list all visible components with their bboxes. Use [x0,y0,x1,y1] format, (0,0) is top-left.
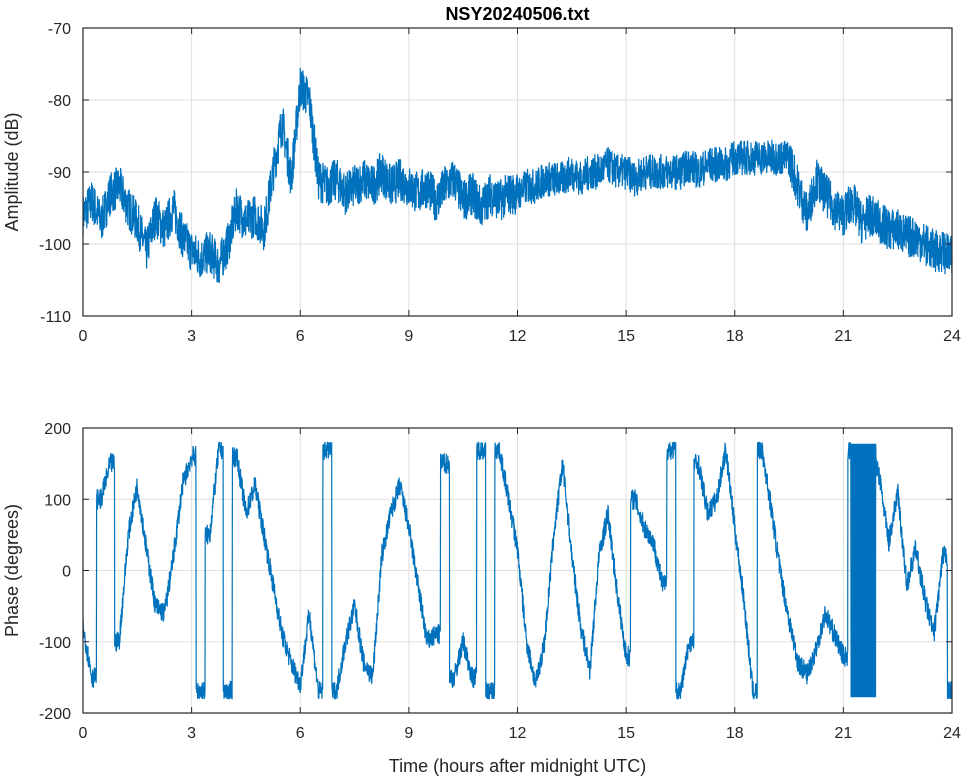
y-tick-label: -70 [48,21,71,38]
data-series-line [82,441,953,700]
x-tick-label: 15 [617,725,635,742]
x-tick-label: 15 [617,328,635,345]
x-tick-label: 9 [404,725,413,742]
y-tick-label: -80 [48,93,71,110]
x-tick-label: 18 [726,725,744,742]
y-tick-label: -100 [39,237,71,254]
x-tick-label: 12 [509,725,527,742]
x-tick-label: 0 [79,725,88,742]
x-tick-label: 18 [726,328,744,345]
y-tick-label: -200 [39,706,71,723]
y-tick-label: 100 [44,492,71,509]
x-tick-label: 12 [509,328,527,345]
y-axis-label: Amplitude (dB) [2,112,22,231]
data-series-line [82,67,953,284]
x-tick-label: 3 [187,725,196,742]
y-tick-label: -110 [40,309,71,326]
y-tick-label: -90 [48,165,71,182]
x-tick-label: 6 [296,725,305,742]
x-tick-label: 6 [296,328,305,345]
x-tick-label: 9 [404,328,413,345]
x-tick-label: 0 [79,328,88,345]
y-tick-label: 0 [62,564,71,581]
x-tick-label: 3 [187,328,196,345]
x-axis-label: Time (hours after midnight UTC) [389,756,646,776]
x-tick-label: 24 [943,725,961,742]
x-tick-label: 24 [943,328,961,345]
y-axis-label: Phase (degrees) [2,504,22,637]
x-tick-label: 21 [834,725,852,742]
y-tick-label: -100 [39,635,71,652]
chart-title: NSY20240506.txt [445,4,589,24]
y-tick-label: 200 [44,421,71,438]
x-tick-label: 21 [834,328,852,345]
